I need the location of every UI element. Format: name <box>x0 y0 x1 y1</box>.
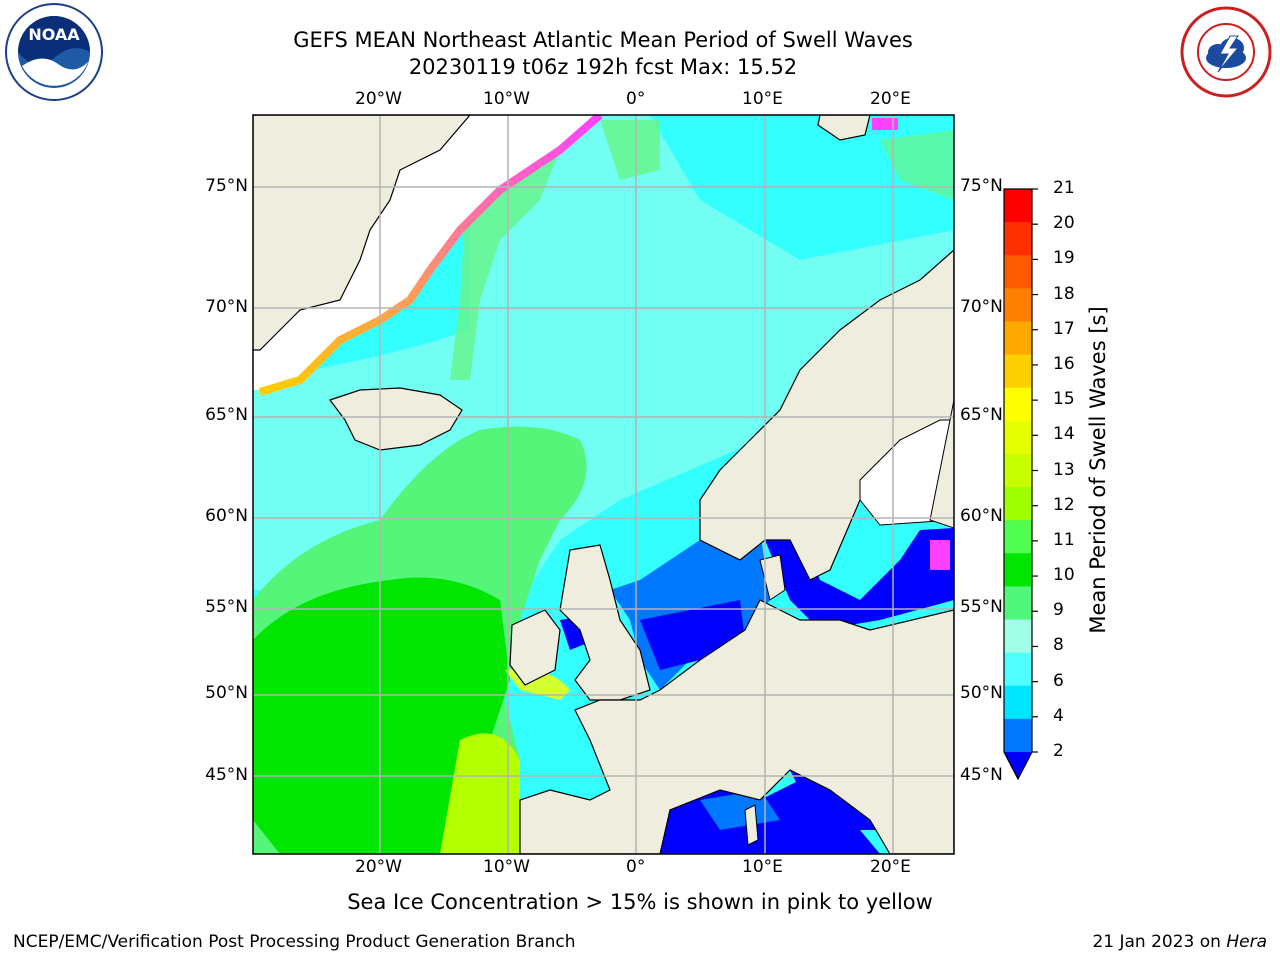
lat-label-left-70n: 70°N <box>205 297 248 317</box>
lon-label-top-20e: 20°E <box>870 89 911 109</box>
lon-label-bottom-20w: 20°W <box>355 857 402 877</box>
corsica-sardinia <box>744 804 759 846</box>
graticule <box>253 115 954 854</box>
colorbar-tick-label: 17 <box>1053 318 1075 339</box>
noaa-logo: NOAA <box>5 3 103 101</box>
gulf-of-bothnia-ice <box>859 419 954 526</box>
lat-label-left-50n: 50°N <box>205 683 248 703</box>
noaa-logo-text: NOAA <box>28 25 80 44</box>
lat-label-left-60n: 60°N <box>205 506 248 526</box>
colorbar-title: Mean Period of Swell Waves [s] <box>1086 306 1110 634</box>
lon-label-bottom-0: 0° <box>626 857 646 877</box>
lon-label-top-10e: 10°E <box>742 89 783 109</box>
colorbar-tick-label: 9 <box>1053 600 1064 621</box>
lat-label-right-50n: 50°N <box>960 683 1003 703</box>
nws-logo <box>1180 6 1272 98</box>
colorbar-tick-label: 20 <box>1053 213 1075 234</box>
lon-label-bottom-20e: 20°E <box>870 857 911 877</box>
lat-label-right-60n: 60°N <box>960 506 1003 526</box>
colorbar-tick-label: 15 <box>1053 389 1075 410</box>
lat-label-right-75n: 75°N <box>960 176 1003 196</box>
swell-zone-north-sea-south <box>640 600 745 670</box>
colorbar-tick-label: 2 <box>1053 741 1064 761</box>
lat-label-left-45n: 45°N <box>205 765 248 785</box>
footer-host: Hera <box>1226 932 1267 952</box>
colorbar-bin <box>1004 222 1032 256</box>
colorbar-bin <box>1004 255 1032 289</box>
colorbar-bin <box>1004 387 1032 422</box>
colorbar-bin <box>1004 487 1032 521</box>
footer-credit: NCEP/EMC/Verification Post Processing Pr… <box>13 932 576 952</box>
lat-label-left-65n: 65°N <box>205 405 248 425</box>
map-frame <box>252 114 955 855</box>
iceland <box>329 387 463 451</box>
colorbar-bin <box>1004 718 1032 753</box>
greenland <box>253 115 471 351</box>
colorbar-bin <box>1004 586 1032 621</box>
lon-label-top-10w: 10°W <box>483 89 530 109</box>
colorbar-bin <box>1004 354 1032 389</box>
colorbar-tick-label: 10 <box>1053 565 1075 586</box>
colorbar <box>1003 188 1038 781</box>
lat-label-right-55n: 55°N <box>960 597 1003 617</box>
swell-zone-barents <box>880 130 954 200</box>
swell-zone-12-13s <box>440 733 520 854</box>
colorbar-bin <box>1004 553 1032 587</box>
colorbar-tick-label: 14 <box>1053 424 1075 445</box>
colorbar-tick-label: 8 <box>1053 635 1064 656</box>
lon-label-top-0: 0° <box>626 89 646 109</box>
lat-label-right-45n: 45°N <box>960 765 1003 785</box>
colorbar-tick-label: 12 <box>1053 494 1075 515</box>
colorbar-extend-triangle <box>1004 752 1032 779</box>
swell-zone-jan-mayen <box>600 120 660 180</box>
colorbar-tick-label: 4 <box>1053 705 1064 726</box>
svalbard-ice <box>872 118 898 130</box>
finland <box>929 399 954 529</box>
colorbar-frame <box>1003 188 1033 781</box>
footer-date-text: 21 Jan 2023 on <box>1092 932 1227 952</box>
continental-europe <box>519 599 954 854</box>
colorbar-bin <box>1004 420 1032 455</box>
colorbar-tick-label: 16 <box>1053 353 1075 374</box>
swell-zone-baltic <box>765 528 954 630</box>
swell-zone-10-11s <box>253 577 510 854</box>
colorbar-tick-label: 13 <box>1053 459 1075 480</box>
colorbar-tick-label: 21 <box>1053 178 1075 198</box>
map-subtitle: 20230119 t06z 192h fcst Max: 15.52 <box>408 55 798 79</box>
lon-label-top-20w: 20°W <box>355 89 402 109</box>
colorbar-bin <box>1004 189 1032 223</box>
colorbar-bin <box>1004 520 1032 554</box>
colorbar-tick-label: 18 <box>1053 283 1075 304</box>
sea-ice-note: Sea Ice Concentration > 15% is shown in … <box>347 890 933 914</box>
colorbar-tick-label: 11 <box>1053 529 1075 550</box>
lon-label-bottom-10e: 10°E <box>742 857 783 877</box>
colorbar-bin <box>1004 685 1032 720</box>
svalbard <box>817 115 871 141</box>
colorbar-bin <box>1004 619 1032 654</box>
denmark <box>759 554 786 601</box>
lat-label-right-70n: 70°N <box>960 297 1003 317</box>
footer-date: 21 Jan 2023 on Hera <box>1092 932 1267 952</box>
baltic-ice <box>930 540 950 570</box>
colorbar-bin <box>1004 453 1032 488</box>
lat-label-left-55n: 55°N <box>205 597 248 617</box>
lon-label-bottom-10w: 10°W <box>483 857 530 877</box>
colorbar-tick-label: 6 <box>1053 670 1064 691</box>
sea-ice-edge <box>258 115 603 396</box>
colorbar-bin <box>1004 288 1032 322</box>
colorbar-bin <box>1004 321 1032 356</box>
swell-zone-adriatic <box>790 770 880 830</box>
map-title: GEFS MEAN Northeast Atlantic Mean Period… <box>293 28 913 52</box>
ireland <box>509 609 561 686</box>
lat-label-right-65n: 65°N <box>960 405 1003 425</box>
colorbar-bin <box>1004 652 1032 687</box>
colorbar-tick-label: 19 <box>1053 248 1075 269</box>
lat-label-left-75n: 75°N <box>205 176 248 196</box>
